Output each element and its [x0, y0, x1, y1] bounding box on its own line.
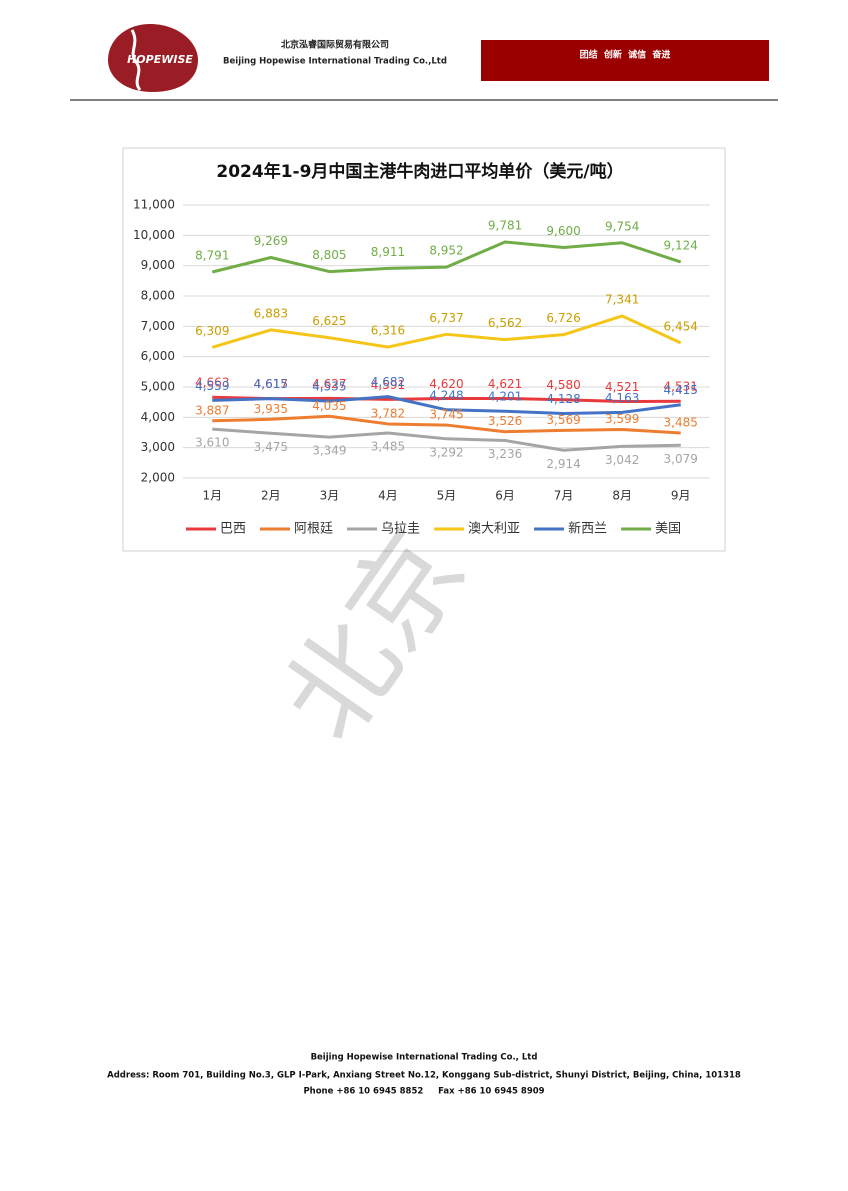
y-tick-label: 9,000	[141, 258, 175, 272]
data-label: 8,911	[371, 245, 405, 259]
data-label: 9,600	[546, 224, 580, 238]
data-label: 4,521	[605, 380, 639, 394]
company-en: Beijing Hopewise International Trading C…	[223, 57, 447, 67]
data-label: 4,615	[254, 377, 288, 391]
y-tick-label: 8,000	[141, 289, 175, 303]
series-line	[211, 240, 682, 274]
company-cn: 北京泓睿国际贸易有限公司	[281, 39, 389, 51]
data-label: 3,236	[488, 447, 522, 461]
x-tick-label: 2月	[261, 489, 281, 503]
data-label: 9,781	[488, 218, 522, 232]
data-label: 4,617	[254, 377, 288, 391]
x-tick-label: 4月	[378, 489, 398, 503]
data-label: 4,620	[429, 377, 463, 391]
data-label: 3,887	[195, 403, 229, 417]
legend-label: 新西兰	[568, 521, 607, 537]
data-label: 3,292	[429, 445, 463, 459]
series-line	[212, 427, 681, 452]
data-label: 3,485	[664, 415, 698, 429]
data-label: 8,791	[195, 249, 229, 263]
footer-contact: Phone +86 10 6945 8852 Fax +86 10 6945 8…	[303, 1087, 544, 1097]
data-label: 9,269	[254, 234, 288, 248]
chart-title: 2024年1-9月中国主港牛肉进口平均单价（美元/吨）	[216, 161, 623, 182]
series-line	[212, 395, 681, 415]
data-label: 3,599	[605, 412, 639, 426]
data-label: 4,682	[371, 375, 405, 389]
data-label: 9,754	[605, 219, 639, 233]
y-tick-label: 6,000	[141, 349, 175, 363]
data-label: 4,621	[488, 377, 522, 391]
data-label: 6,562	[488, 316, 522, 330]
x-tick-label: 7月	[554, 489, 574, 503]
data-label: 6,737	[429, 311, 463, 325]
data-label: 4,201	[488, 390, 522, 404]
legend-label: 阿根廷	[294, 522, 333, 537]
y-tick-label: 11,000	[133, 198, 175, 212]
y-tick-label: 3,000	[141, 440, 175, 454]
data-label: 3,042	[605, 453, 639, 467]
data-label: 3,526	[488, 414, 522, 428]
data-label: 6,726	[546, 311, 580, 325]
data-label: 3,349	[312, 444, 346, 458]
data-label: 3,485	[371, 439, 405, 453]
slogan: 团结 创新 诚信 奋进	[580, 49, 671, 61]
y-tick-label: 10,000	[133, 228, 175, 242]
x-tick-label: 3月	[320, 489, 340, 503]
data-label: 6,883	[254, 306, 288, 320]
data-label: 4,415	[664, 383, 698, 397]
chart-frame	[122, 147, 726, 552]
data-label: 9,124	[664, 238, 698, 252]
legend-label: 巴西	[220, 522, 246, 537]
logo-shape	[108, 24, 198, 92]
legend-label: 乌拉圭	[381, 521, 420, 537]
series-line	[211, 314, 682, 349]
data-label: 4,627	[312, 377, 346, 391]
x-tick-label: 9月	[671, 489, 691, 503]
data-label: 4,559	[195, 379, 229, 393]
x-tick-label: 8月	[612, 489, 632, 503]
data-label: 4,035	[312, 399, 346, 413]
data-label: 3,569	[546, 413, 580, 427]
data-label: 6,316	[371, 324, 405, 338]
x-tick-label: 5月	[437, 489, 457, 503]
data-label: 2,914	[546, 457, 580, 471]
y-tick-label: 4,000	[141, 410, 175, 424]
y-tick-label: 2,000	[141, 471, 175, 485]
series-line	[212, 414, 681, 435]
data-label: 8,805	[312, 248, 346, 262]
data-label: 6,625	[312, 314, 346, 328]
y-tick-label: 5,000	[141, 380, 175, 394]
data-label: 3,935	[254, 402, 288, 416]
data-label: 4,531	[664, 380, 698, 394]
data-label: 7,341	[605, 292, 639, 306]
slogan-banner	[481, 40, 769, 81]
data-label: 4,580	[546, 378, 580, 392]
data-label: 4,663	[195, 376, 229, 390]
data-label: 4,128	[546, 392, 580, 406]
legend-label: 美国	[655, 522, 681, 537]
data-label: 3,745	[429, 408, 463, 422]
data-label: 4,163	[605, 391, 639, 405]
data-label: 3,782	[371, 406, 405, 420]
data-label: 8,952	[429, 244, 463, 258]
data-label: 3,079	[664, 452, 698, 466]
y-tick-label: 7,000	[141, 319, 175, 333]
data-label: 3,610	[195, 436, 229, 450]
logo-face	[130, 29, 142, 91]
x-tick-label: 1月	[202, 489, 222, 503]
legend-label: 澳大利亚	[468, 521, 520, 537]
footer-address: Address: Room 701, Building No.3, GLP I-…	[107, 1071, 741, 1081]
logo-text: HOPEWISE	[127, 53, 193, 66]
data-label: 3,475	[254, 440, 288, 454]
data-label: 6,309	[195, 324, 229, 338]
chart: 2,000 3,000 4,000 5,000 6,000 7,000 8,000 9,000…	[133, 198, 710, 537]
data-label: 4,248	[429, 388, 463, 402]
data-label: 4,535	[312, 380, 346, 394]
footer-company: Beijing Hopewise International Trading C…	[311, 1053, 538, 1063]
data-label: 6,454	[664, 319, 698, 333]
data-label: 4,591	[371, 378, 405, 392]
x-tick-label: 6月	[495, 489, 515, 503]
